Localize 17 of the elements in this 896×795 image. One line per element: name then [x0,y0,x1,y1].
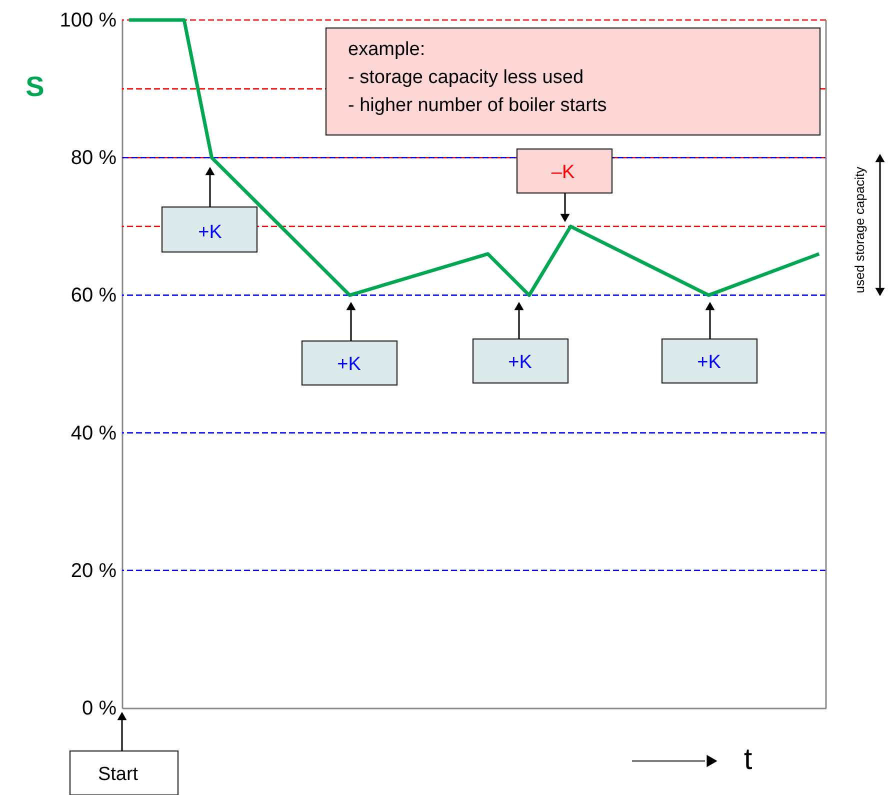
y-tick-label: 40 % [70,422,117,444]
annotation: +K [508,352,532,373]
y-tick-label: 0 % [82,698,117,720]
y-axis-title: S [26,71,44,102]
text: used storage capacity [852,166,867,294]
text: Start [98,764,139,785]
annotation: +K [198,222,222,243]
y-tick-label: 60 % [70,284,117,307]
annotation: +K [337,354,362,375]
line-series [127,18,821,297]
y-tick-label: 20 % [70,560,117,582]
y-tick-label: 80 % [70,147,117,170]
annotation: example: - storage capacity less used - higher number of boiler starts [348,39,607,116]
annotation: +K [697,352,722,373]
annotation: –K [551,162,575,183]
y-tick-label: 100 % [60,10,117,32]
x-axis-title: t [744,743,753,776]
